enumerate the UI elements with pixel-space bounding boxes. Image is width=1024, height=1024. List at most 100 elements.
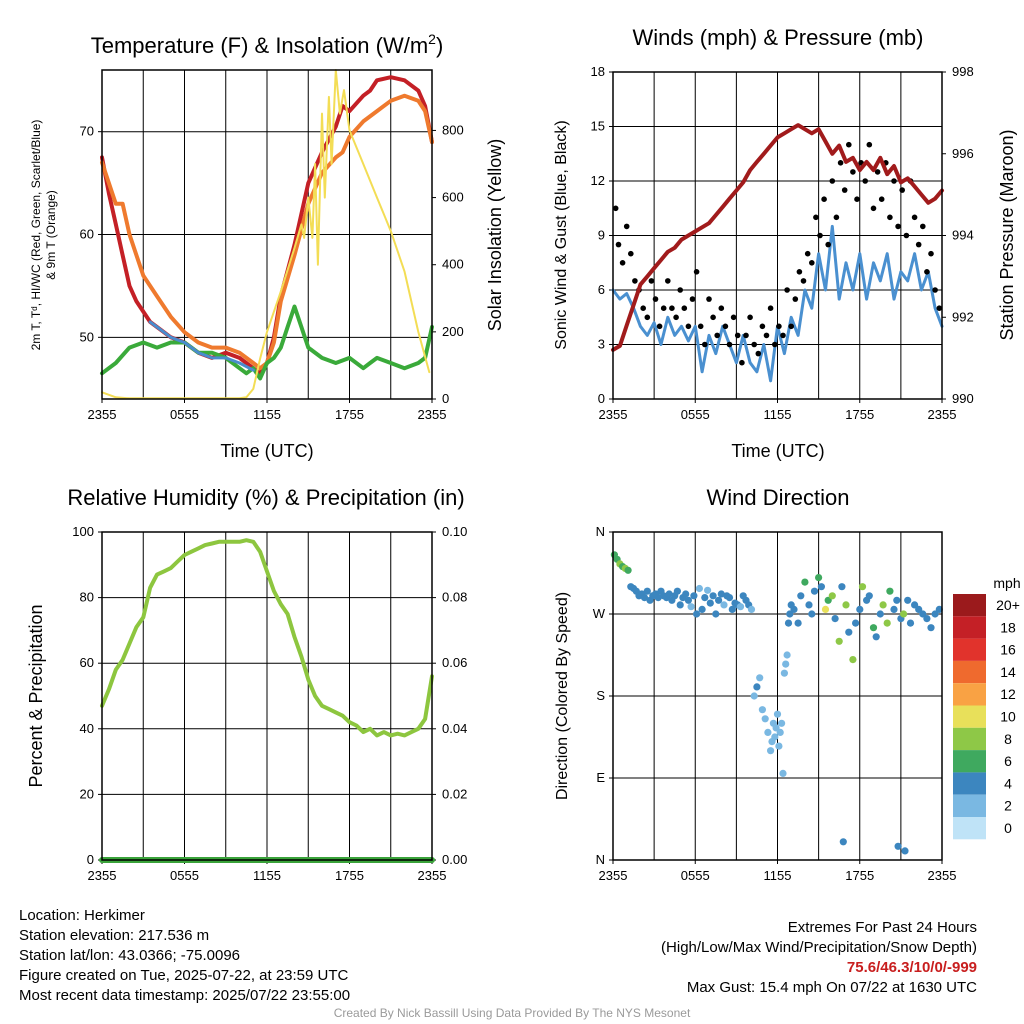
gust-point: [817, 232, 823, 239]
plot-border: [101, 531, 433, 861]
x-tick-label: 2355: [599, 868, 628, 883]
gust-point: [751, 341, 757, 348]
gust-point: [632, 278, 638, 284]
elevation-text: Station elevation: 217.536 m: [19, 927, 210, 944]
direction-point: [706, 599, 714, 607]
y2-tick-label: 400: [442, 257, 464, 272]
direction-point: [797, 592, 805, 600]
direction-point: [643, 587, 651, 595]
direction-point: [695, 584, 704, 593]
humidity-panel: 2355 0555 1155 1755 23550204060801000.000.02…: [26, 485, 467, 883]
gust-point: [841, 187, 848, 193]
direction-point: [801, 578, 809, 586]
y2-tick-label: 0.04: [442, 721, 467, 736]
colorbar-label: 18: [1000, 619, 1016, 635]
direction-point: [831, 615, 839, 623]
gust-point: [862, 178, 868, 184]
chart-title: Temperature (F) & Insolation (W/m2): [91, 31, 444, 58]
gust-point: [652, 296, 659, 302]
gust-point: [920, 223, 926, 230]
colorbar-swatch: [953, 727, 986, 751]
gust-point: [800, 278, 807, 284]
direction-point: [767, 747, 775, 755]
y-tick-label: 40: [80, 721, 94, 736]
direction-point: [869, 624, 878, 632]
y-tick-label: 70: [80, 124, 94, 139]
x-tick-label: 0555: [170, 407, 199, 422]
gust-point: [878, 196, 885, 202]
gust-point: [677, 287, 683, 293]
y-tick-label: 80: [80, 590, 94, 605]
gust-point: [804, 250, 811, 257]
direction-point: [838, 583, 846, 591]
y-tick-label: 3: [598, 337, 605, 352]
x-tick-label: 2355: [418, 407, 447, 422]
gust-point: [693, 269, 700, 275]
gust-point: [714, 332, 720, 339]
created-text: Figure created on Tue, 2025-07-22, at 23…: [19, 967, 349, 984]
gust-point: [718, 305, 725, 312]
direction-point: [845, 628, 853, 636]
direction-point: [858, 583, 867, 591]
y2-tick-label: 990: [952, 391, 974, 406]
extremes-info: Extremes For Past 24 Hours (High/Low/Max…: [661, 918, 977, 998]
colorbar-title: mph: [993, 575, 1020, 591]
y-axis-label: Direction (Colored By Speed): [554, 592, 571, 800]
colorbar-swatch: [953, 705, 986, 728]
series-line-rh: [100, 538, 434, 738]
direction-point: [687, 603, 695, 611]
direction-point: [728, 605, 736, 614]
direction-point: [894, 842, 902, 850]
gust-point: [924, 269, 930, 275]
y2-tick-label: 998: [952, 64, 974, 79]
direction-point: [900, 610, 908, 618]
max-gust-text: Max Gust: 15.4 mph On 07/22 at 1630 UTC: [686, 979, 977, 996]
y2-tick-label: 800: [442, 122, 464, 137]
chart-title: Relative Humidity (%) & Precipitation (i…: [67, 485, 464, 510]
gust-point: [669, 305, 675, 312]
y-tick-label: W: [593, 606, 606, 621]
timestamp-text: Most recent data timestamp: 2025/07/22 2…: [19, 987, 351, 1004]
colorbar-label: 0: [1004, 820, 1012, 836]
direction-point: [720, 601, 728, 609]
gust-point: [915, 241, 922, 248]
plot-border: [612, 71, 943, 400]
gust-point: [759, 323, 766, 330]
direction-point: [835, 637, 843, 645]
direction-point: [872, 633, 880, 641]
x-tick-label: 1155: [253, 868, 281, 883]
gust-point: [747, 314, 753, 321]
y-tick-label: 15: [591, 119, 605, 134]
y-tick-label: 18: [591, 64, 605, 79]
direction-point: [919, 610, 927, 618]
colorbar-swatch: [953, 638, 986, 661]
gust-point: [866, 141, 873, 148]
y2-tick-label: 0.00: [442, 852, 467, 867]
colorbar-label: 10: [1000, 709, 1016, 725]
x-tick-label: 2355: [928, 868, 957, 883]
gust-point: [850, 169, 856, 175]
direction-point: [904, 596, 912, 604]
station-info: Location: Herkimer Station elevation: 21…: [19, 906, 350, 1006]
gust-point: [780, 332, 786, 339]
direction-point: [923, 615, 931, 623]
gust-point: [833, 214, 840, 221]
plot-border: [612, 531, 943, 861]
colorbar-swatch: [953, 594, 986, 617]
direction-point: [776, 728, 784, 737]
colorbar-swatch: [953, 772, 986, 795]
direction-point: [704, 586, 712, 594]
colorbar-swatch: [953, 660, 986, 684]
x-tick-label: 2355: [88, 868, 117, 883]
x-tick-label: 1755: [335, 868, 364, 883]
y2-tick-label: 0.08: [442, 590, 467, 605]
colorbar-swatch: [953, 750, 986, 773]
direction-point: [890, 605, 898, 614]
direction-point: [698, 605, 706, 614]
colorbar-swatch: [953, 616, 986, 639]
direction-point: [747, 605, 756, 614]
direction-point: [817, 583, 826, 591]
chart-title-sup: 2: [428, 31, 436, 47]
